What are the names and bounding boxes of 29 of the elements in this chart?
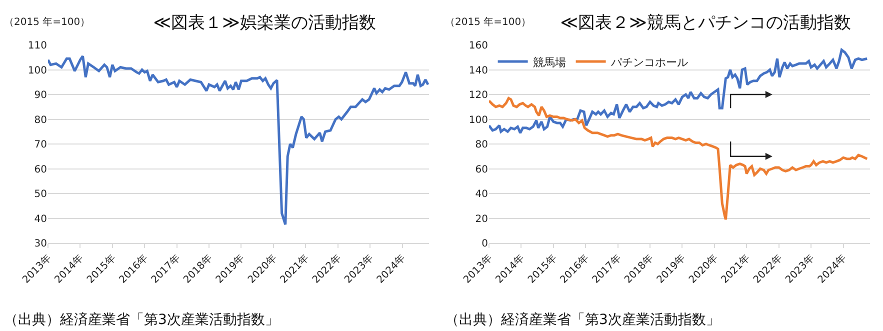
y-tick-label: 100 <box>28 65 47 76</box>
line-series <box>489 96 868 221</box>
y-tick-label: 40 <box>34 214 47 225</box>
line-series <box>48 54 429 226</box>
text: （出典）経済産業省「第3次産業活動指数」 <box>4 312 279 328</box>
y-tick-label: 0 <box>482 238 488 250</box>
y-tick-label: 100 <box>468 114 488 126</box>
y-axis-title: （2015 年=100） <box>445 16 532 28</box>
line-series <box>489 48 868 134</box>
y-tick-label: 70 <box>34 140 47 150</box>
chart-title: ≪図表１≫娯楽業の活動指数 <box>153 12 376 33</box>
legend-label: 競馬場 <box>532 56 566 69</box>
y-tick-label: 90 <box>34 90 47 101</box>
legend-label: パチンコホール <box>610 56 688 69</box>
y-tick-label: 80 <box>475 140 488 150</box>
y-tick-label: 60 <box>475 164 488 176</box>
y-tick-label: 140 <box>468 65 488 76</box>
y-tick-label: 50 <box>34 189 47 200</box>
y-tick-label: 20 <box>475 214 488 225</box>
y-tick-label: 120 <box>468 90 488 101</box>
chart-title: ≪図表２≫競馬とパチンコの活動指数 <box>560 12 851 33</box>
y-tick-label: 40 <box>475 189 488 200</box>
y-axis-title: （2015 年=100） <box>4 16 90 28</box>
y-tick-label: 60 <box>34 164 47 176</box>
y-tick-label: 110 <box>28 40 47 52</box>
y-tick-label: 30 <box>34 238 47 250</box>
y-tick-label: 80 <box>34 114 47 126</box>
y-tick-label: 160 <box>468 40 488 52</box>
text: （出典）経済産業省「第3次産業活動指数」 <box>445 312 720 328</box>
